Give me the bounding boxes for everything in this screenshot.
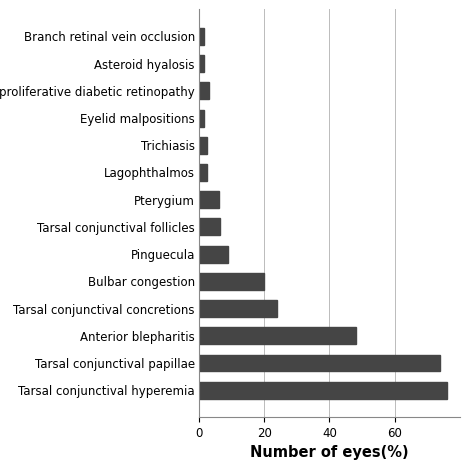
- Bar: [199, 246, 228, 263]
- X-axis label: Number of eyes(%): Number of eyes(%): [250, 446, 409, 460]
- Bar: [199, 137, 207, 154]
- Bar: [199, 164, 207, 181]
- Bar: [199, 219, 220, 235]
- Bar: [199, 55, 204, 72]
- Bar: [199, 273, 264, 290]
- Bar: [199, 82, 209, 99]
- Bar: [199, 191, 219, 208]
- Bar: [199, 355, 440, 372]
- Bar: [199, 109, 204, 127]
- Bar: [199, 300, 277, 317]
- Bar: [199, 28, 204, 45]
- Bar: [199, 328, 356, 344]
- Bar: [199, 382, 447, 399]
